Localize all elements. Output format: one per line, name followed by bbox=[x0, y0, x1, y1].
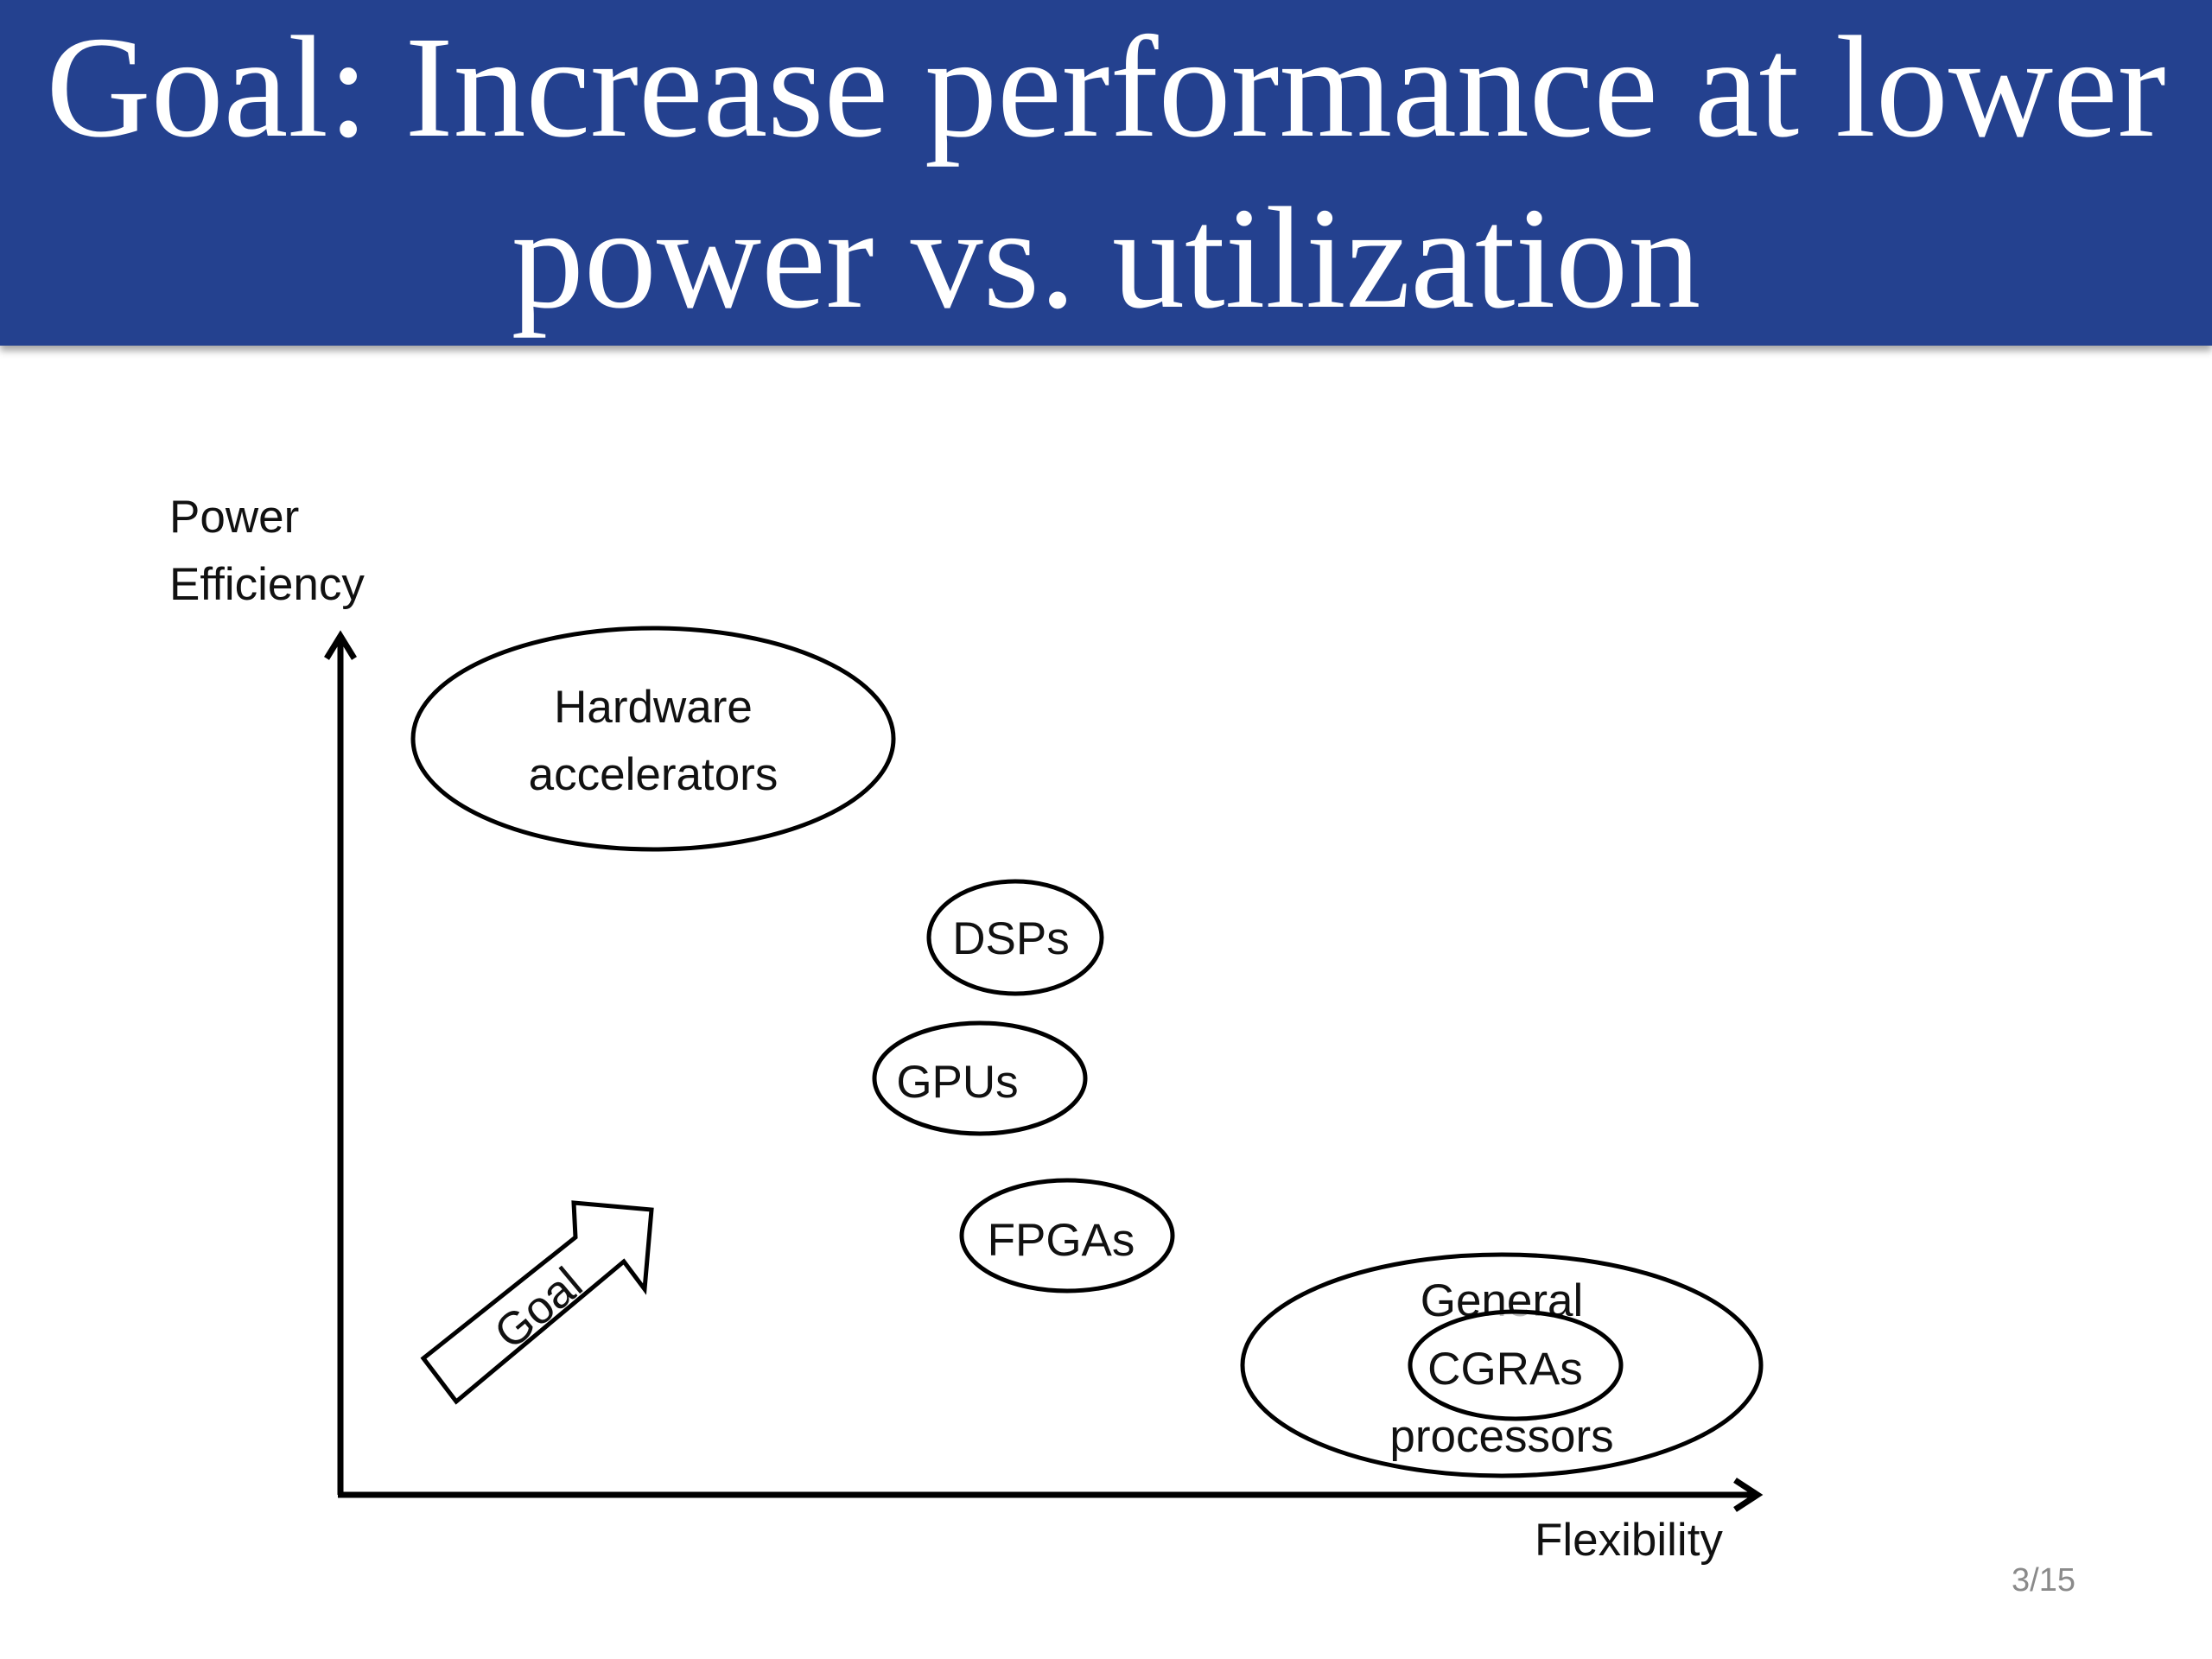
x-axis-arrowhead bbox=[1733, 1478, 1764, 1512]
page-number: 3/15 bbox=[2012, 1562, 2075, 1599]
cgras-label: CGRAs bbox=[1427, 1344, 1583, 1395]
x-axis-label: Flexibility bbox=[1535, 1515, 1723, 1566]
y-axis-label-line-2: Efficiency bbox=[169, 559, 365, 610]
dsps-label: DSPs bbox=[952, 913, 1069, 964]
title-bar: Goal: Increase performance at lower powe… bbox=[0, 0, 2212, 346]
goal-arrow-shape bbox=[420, 1200, 654, 1405]
fpgas-label: FPGAs bbox=[988, 1215, 1135, 1266]
hardware-accelerators-label-line-2: accelerators bbox=[529, 749, 779, 800]
goal-arrow: Goal bbox=[420, 1200, 654, 1405]
gpus-label: GPUs bbox=[896, 1057, 1018, 1108]
fpgas-region: FPGAs bbox=[959, 1178, 1175, 1294]
axes bbox=[324, 630, 1764, 1512]
y-axis-label-line-1: Power bbox=[169, 492, 299, 543]
dsps-region: DSPs bbox=[926, 879, 1104, 996]
hardware-accelerators-label-line-1: Hardware bbox=[554, 682, 753, 733]
slide-title-line-1: Goal: Increase performance at lower bbox=[46, 7, 2166, 168]
hardware-accelerators-region: Hardware accelerators bbox=[410, 626, 896, 852]
gpus-region: GPUs bbox=[872, 1020, 1088, 1136]
cgras-region: CGRAs bbox=[1408, 1309, 1624, 1421]
slide-title-line-2: power vs. utilization bbox=[511, 178, 1701, 339]
y-axis-arrowhead bbox=[324, 630, 357, 660]
